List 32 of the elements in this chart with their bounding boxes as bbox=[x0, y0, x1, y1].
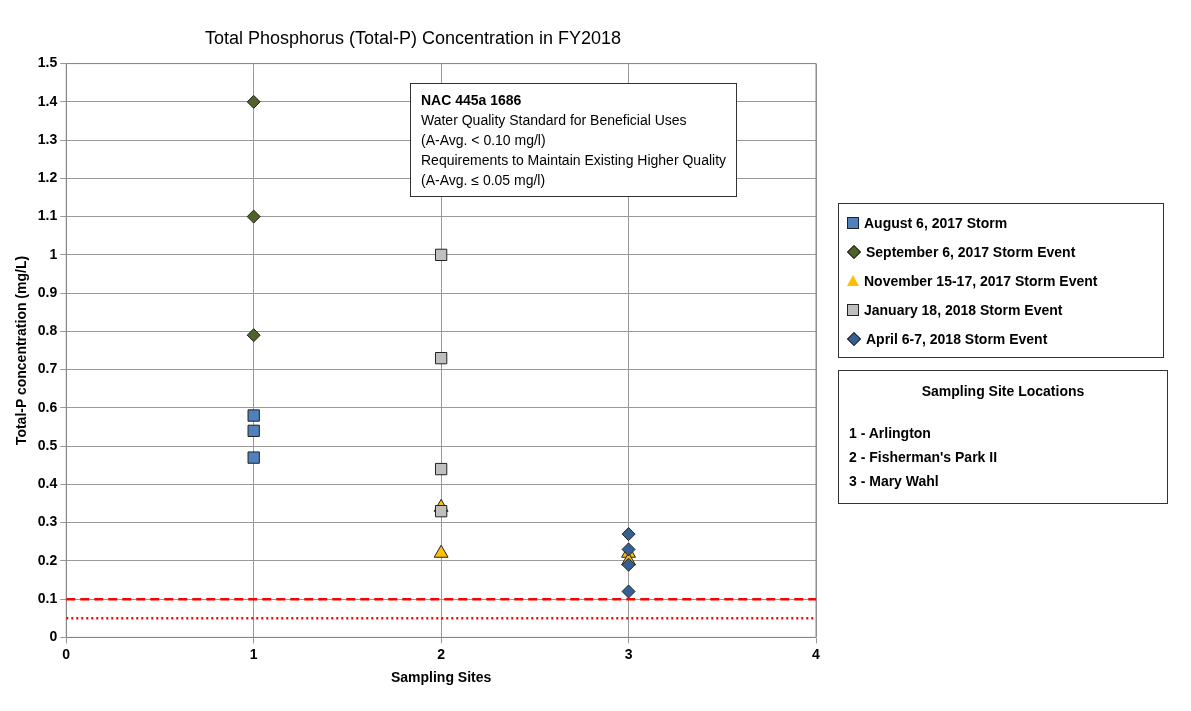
y-tick-label: 1.1 bbox=[37, 207, 58, 224]
legend-label: September 6, 2017 Storm Event bbox=[866, 243, 1076, 260]
legend-label: November 15-17, 2017 Storm Event bbox=[864, 272, 1098, 289]
x-tick-label: 4 bbox=[812, 645, 821, 662]
x-tick-label: 0 bbox=[62, 645, 71, 662]
y-tick-label: 0.7 bbox=[37, 360, 58, 377]
x-tick-label: 3 bbox=[624, 645, 633, 662]
y-tick-label: 0.8 bbox=[37, 322, 58, 339]
y-tick-label: 0.9 bbox=[37, 283, 58, 300]
y-tick-label: 1.3 bbox=[37, 130, 58, 147]
x-tick-label: 2 bbox=[437, 645, 446, 662]
legend-label: April 6-7, 2018 Storm Event bbox=[866, 330, 1048, 347]
y-tick-label: 0.3 bbox=[37, 513, 58, 530]
y-tick-label: 0.4 bbox=[37, 475, 58, 492]
y-tick-label: 0.5 bbox=[37, 436, 58, 453]
y-tick-label: 0.6 bbox=[37, 398, 58, 415]
legend-label: January 18, 2018 Storm Event bbox=[864, 301, 1063, 318]
y-tick-label: 0.1 bbox=[37, 590, 58, 607]
y-tick-label: 1.5 bbox=[37, 54, 58, 71]
y-tick-label: 0.2 bbox=[37, 551, 58, 568]
text-box: Sampling Site Locations 1 - Arlington 2 - Fisherman's Park II 3 - Mary Wahl bbox=[838, 370, 1168, 504]
legend-label: August 6, 2017 Storm bbox=[864, 214, 1008, 231]
y-tick-label: 1.4 bbox=[37, 92, 58, 109]
text-box: NAC 445a 1686 Water Quality Standard for Beneficial Uses (A-Avg. < 0.10 mg/l) Requirements to Maintain Existing Higher Quality (A-Avg. ≤ 0.05 mg/l) bbox=[410, 83, 738, 197]
x-tick-label: 1 bbox=[249, 645, 258, 662]
x-axis-title: Sampling Sites bbox=[390, 669, 492, 686]
chart-title: Total Phosphorus (Total-P) Concentration in FY2018 bbox=[204, 27, 622, 48]
y-tick-label: 1.2 bbox=[37, 169, 58, 186]
y-axis-title: Total-P concentration (mg/L) bbox=[13, 255, 30, 446]
y-tick-label: 0 bbox=[49, 628, 58, 645]
y-tick-label: 1 bbox=[49, 245, 58, 262]
annotation: NAC 445a 1686 Water Quality Standard for Beneficial Uses (A-Avg. < 0.10 mg/l) Requirements to Maintain Existing Higher Quality (A-Avg. ≤ 0.05 mg/l) bbox=[421, 91, 727, 190]
